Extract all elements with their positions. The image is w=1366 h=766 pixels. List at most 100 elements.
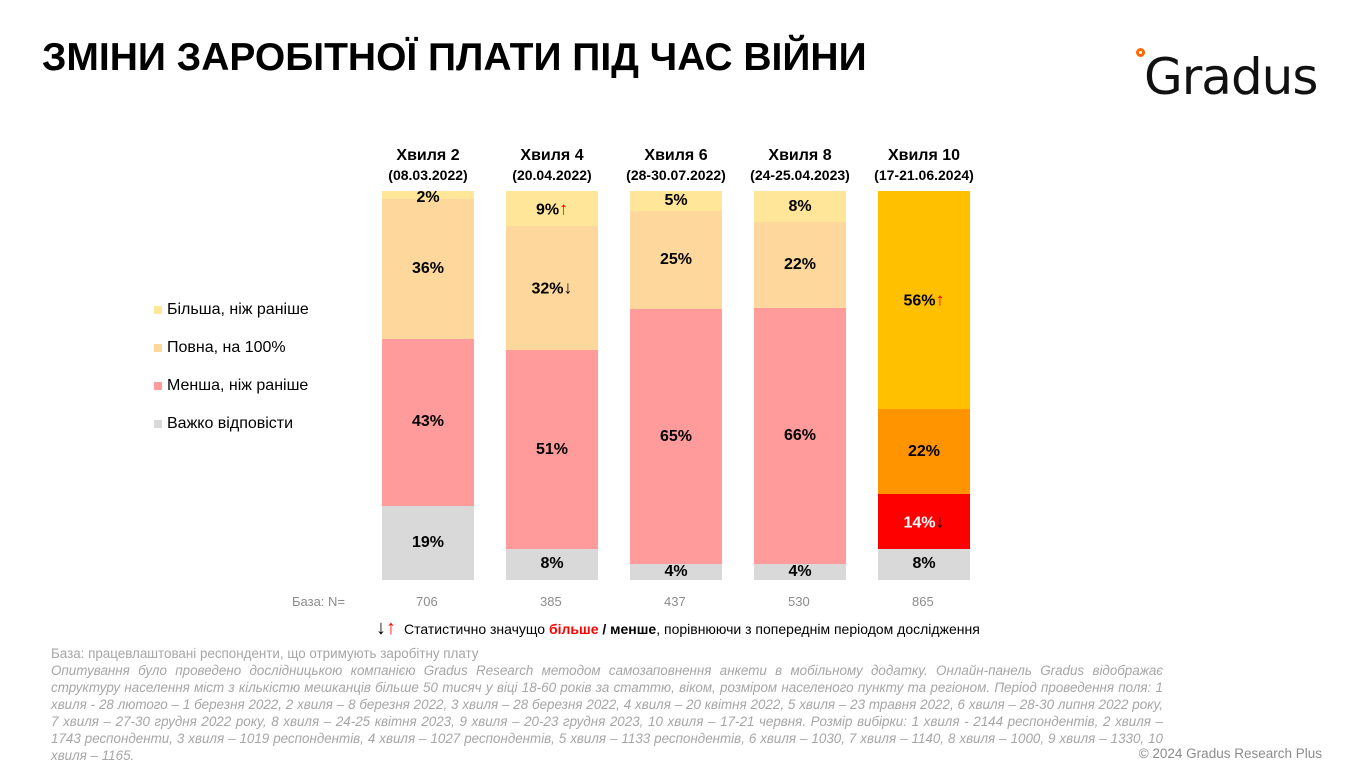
- data-label: 22%: [908, 443, 940, 461]
- bar-segment: [630, 564, 722, 580]
- data-label: 65%: [660, 428, 692, 446]
- wave-date: (08.03.2022): [388, 167, 468, 183]
- data-label-text: 8%: [540, 555, 564, 573]
- wave-header: Хвиля 2 (08.03.2022): [363, 147, 493, 183]
- data-label-text: 19%: [411, 534, 445, 552]
- data-label-text: 4%: [664, 563, 688, 581]
- logo-dot-icon: [1136, 48, 1145, 57]
- significance-suffix: , порівнюючи з попереднім періодом дослі…: [656, 620, 980, 637]
- data-label-text: 32%: [531, 280, 564, 298]
- data-label-text: 65%: [659, 427, 693, 445]
- data-label-text: 22%: [907, 442, 941, 460]
- base-n: 865: [912, 594, 934, 609]
- legend-item: Менша, ніж раніше: [154, 377, 308, 395]
- data-label-text: 43%: [411, 413, 445, 431]
- data-label: 19%: [412, 534, 444, 552]
- data-label: 66%: [784, 427, 816, 445]
- bar-segment: [630, 308, 722, 565]
- wave-date: (28-30.07.2022): [626, 167, 726, 183]
- gradus-logo: Gradus: [1136, 46, 1326, 106]
- bar-segment: [754, 191, 846, 223]
- bar-segment: [382, 338, 474, 507]
- data-label-text: 22%: [783, 255, 817, 273]
- data-label: 22%: [784, 256, 816, 274]
- data-label: 8%: [540, 555, 563, 573]
- wave-name: Хвиля 8: [768, 147, 832, 164]
- bar-segment: [754, 564, 846, 580]
- bar-segment: [506, 226, 598, 351]
- data-label: 32%↓: [531, 278, 572, 299]
- significance-sep: /: [598, 620, 611, 637]
- method-note: Опитування було проведено дослідницькою …: [51, 663, 1163, 763]
- data-label: 43%: [412, 413, 444, 431]
- base-n: 706: [416, 594, 438, 609]
- legend-label: Більша, ніж раніше: [167, 301, 309, 318]
- wave-name: Хвиля 10: [887, 147, 961, 164]
- arrow-up-icon: ↑: [559, 198, 569, 218]
- legend-swatch: [154, 382, 162, 390]
- bar-segment: [630, 210, 722, 309]
- legend-item: Повна, на 100%: [154, 339, 286, 357]
- bar-segment: [754, 222, 846, 308]
- base-n: 530: [788, 594, 810, 609]
- bar-segment: [878, 548, 970, 580]
- data-label: 8%: [788, 198, 811, 216]
- data-label: 4%: [664, 563, 687, 581]
- data-label-text: 25%: [659, 250, 693, 268]
- data-label: 51%: [536, 441, 568, 459]
- legend-swatch: [154, 420, 162, 428]
- bar-segment: [382, 191, 474, 199]
- bar-segment: [382, 198, 474, 339]
- logo-text: Gradus: [1144, 48, 1318, 106]
- significance-less: менше: [610, 620, 657, 637]
- data-label: 14%↓: [903, 511, 944, 532]
- bar-segment: [382, 506, 474, 580]
- data-label-text: 56%: [903, 292, 936, 310]
- data-label-text: 5%: [664, 191, 688, 209]
- arrow-down-icon: ↓: [935, 511, 945, 532]
- data-label-text: 66%: [783, 427, 817, 445]
- bar-segment: [754, 307, 846, 565]
- data-label-text: 36%: [411, 259, 445, 277]
- copyright: © 2024 Gradus Research Plus: [1138, 746, 1322, 761]
- wave-date: (20.04.2022): [512, 167, 592, 183]
- wave-header: Хвиля 8 (24-25.04.2023): [735, 147, 865, 183]
- legend-label: Повна, на 100%: [167, 339, 286, 356]
- page-title: ЗМІНИ ЗАРОБІТНОЇ ПЛАТИ ПІД ЧАС ВІЙНИ: [42, 36, 867, 79]
- bar-segment: [878, 408, 970, 495]
- wave-header: Хвиля 6 (28-30.07.2022): [611, 147, 741, 183]
- bar-segment: [878, 494, 970, 549]
- significance-prefix: Статистично значущо: [404, 620, 549, 637]
- legend-item: Більша, ніж раніше: [154, 301, 309, 319]
- arrow-down-icon: ↓: [376, 617, 386, 639]
- bar-segment: [878, 191, 970, 409]
- data-label: 8%: [912, 555, 935, 573]
- legend-swatch: [154, 344, 162, 352]
- arrow-down-icon: ↓: [563, 277, 573, 298]
- arrow-up-icon: ↑: [386, 617, 396, 639]
- data-label: 36%: [412, 260, 444, 278]
- base-n: 385: [540, 594, 562, 609]
- bar-segment: [506, 350, 598, 549]
- base-note: База: працевлаштовані респонденти, що от…: [51, 646, 479, 661]
- data-label: 56%↑: [903, 289, 944, 310]
- wave-name: Хвиля 4: [520, 147, 584, 164]
- significance-legend: ↓ ↑ Статистично значущо більше / менше , …: [376, 617, 980, 640]
- data-label-text: 9%: [535, 201, 560, 218]
- legend-swatch: [154, 306, 162, 314]
- data-label-text: 2%: [416, 188, 440, 206]
- wave-date: (17-21.06.2024): [874, 167, 974, 183]
- significance-more: більше: [548, 620, 599, 637]
- legend-label: Важко відповісти: [167, 415, 294, 432]
- data-label: 2%: [416, 189, 439, 207]
- data-label-text: 8%: [788, 197, 812, 215]
- bar-segment: [506, 548, 598, 580]
- data-label-text: 14%: [903, 514, 936, 532]
- legend-label: Менша, ніж раніше: [167, 377, 309, 394]
- wave-date: (24-25.04.2023): [750, 167, 850, 183]
- bar-segment: [506, 191, 598, 226]
- data-label-text: 4%: [788, 563, 812, 581]
- base-n: 437: [664, 594, 686, 609]
- data-label-text: 51%: [535, 440, 569, 458]
- wave-header: Хвиля 4 (20.04.2022): [487, 147, 617, 183]
